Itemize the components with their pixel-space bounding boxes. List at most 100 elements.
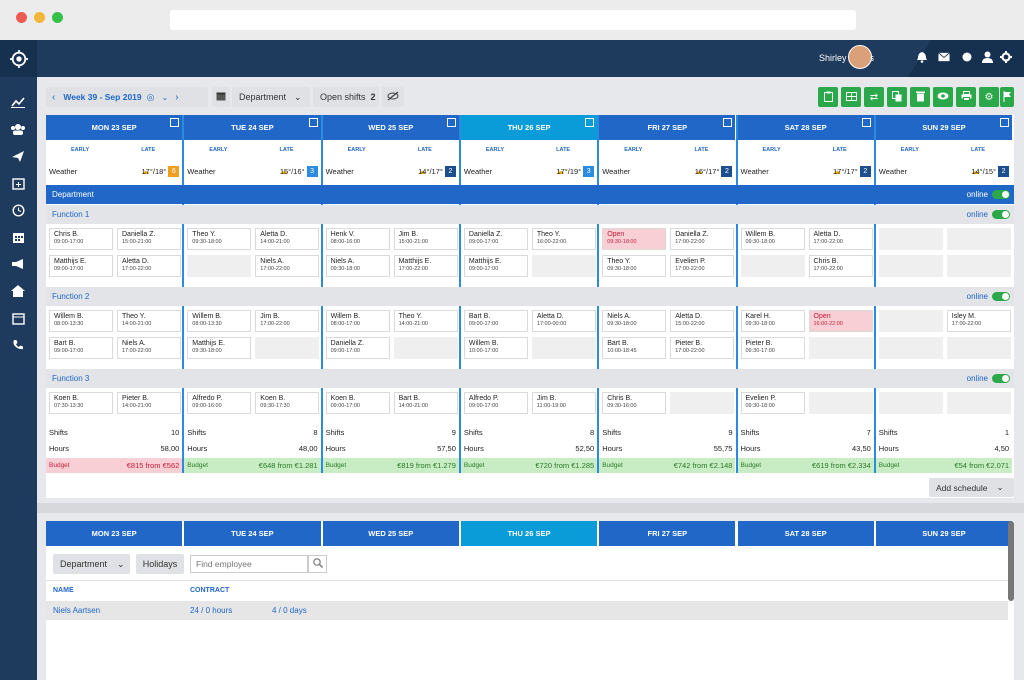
users-icon[interactable]: [8, 119, 28, 139]
shift-card[interactable]: Koen B. 09:00-17:00: [325, 392, 390, 414]
day-header-bottom[interactable]: FRI 27 SEP: [599, 521, 736, 546]
shift-card[interactable]: Matthijs E. 09:00-17:00: [463, 255, 528, 277]
expand-icon[interactable]: [723, 118, 733, 127]
shift-card[interactable]: Alfredo P. 09:00-17:00: [463, 392, 528, 414]
hide-button[interactable]: [382, 87, 404, 107]
shift-card[interactable]: Willem B. 08:00-13:30: [187, 310, 252, 332]
open-shift-card[interactable]: Open 09:30-18:00: [602, 228, 667, 250]
clock-icon[interactable]: [8, 200, 28, 220]
expand-icon[interactable]: [308, 118, 318, 127]
swap-button[interactable]: ⇄: [864, 87, 884, 107]
shift-card[interactable]: Aletta D. 15:00-22:00: [670, 310, 735, 332]
shift-card[interactable]: Isley M. 17:00-22:00: [946, 310, 1011, 332]
chart-icon[interactable]: [8, 92, 28, 112]
shift-card[interactable]: Henk V. 08:00-16:00: [325, 228, 390, 250]
shift-card[interactable]: Willem B. 10:00-17:00: [463, 337, 528, 359]
delete-button[interactable]: [910, 87, 930, 107]
expand-icon[interactable]: [446, 118, 456, 127]
day-header[interactable]: SUN 29 SEP: [875, 115, 1013, 140]
expand-icon[interactable]: [1000, 118, 1010, 127]
function-online-toggle[interactable]: [992, 374, 1010, 383]
chevron-down-icon[interactable]: ⌄: [161, 92, 169, 102]
shift-card[interactable]: Jim B. 17:00-22:00: [255, 310, 320, 332]
settings-button[interactable]: ⚙: [979, 87, 999, 107]
shift-card[interactable]: Matthijs E. 17:00-22:00: [393, 255, 458, 277]
shift-card[interactable]: Niels A. 17:00-22:00: [255, 255, 320, 277]
day-header[interactable]: WED 25 SEP: [322, 115, 459, 140]
shift-card[interactable]: Daniella Z. 09:00-17:00: [325, 337, 390, 359]
search-button[interactable]: [308, 555, 327, 573]
shift-card[interactable]: Daniella Z. 09:00-17:00: [463, 228, 528, 250]
shift-card[interactable]: Pieter B. 09:30-17:00: [740, 337, 805, 359]
shift-card[interactable]: Jim B. 15:00-21:00: [393, 228, 458, 250]
shift-card[interactable]: Pieter B. 14:00-21:00: [117, 392, 181, 414]
print-button[interactable]: [956, 87, 976, 107]
department-online-toggle[interactable]: [992, 190, 1010, 199]
app-logo-icon[interactable]: [0, 40, 37, 77]
shift-card[interactable]: Niels A. 09:30-18:00: [602, 310, 667, 332]
shift-card[interactable]: Chris B. 09:30-16:00: [602, 392, 667, 414]
scrollbar[interactable]: [1008, 521, 1014, 601]
open-shifts-button[interactable]: Open shifts 2: [313, 87, 379, 107]
shift-card[interactable]: Aletta D. 17:00-22:00: [808, 228, 873, 250]
shift-card[interactable]: Theo Y. 09:30-18:00: [602, 255, 667, 277]
shift-card[interactable]: Matthijs E. 09:00-17:00: [49, 255, 113, 277]
day-header-bottom[interactable]: MON 23 SEP: [46, 521, 183, 546]
close-window-dot[interactable]: [16, 12, 27, 23]
shift-card[interactable]: Willem B. 08:00-17:00: [325, 310, 390, 332]
address-bar[interactable]: [170, 10, 856, 30]
day-header-bottom[interactable]: SUN 29 SEP: [875, 521, 1013, 546]
day-header[interactable]: TUE 24 SEP: [184, 115, 321, 140]
shift-card[interactable]: Bart B. 14:00-21:00: [393, 392, 458, 414]
megaphone-icon[interactable]: [8, 254, 28, 274]
shift-card[interactable]: Chris B. 17:00-22:00: [808, 255, 873, 277]
calendar-check-icon[interactable]: [8, 308, 28, 328]
shift-card[interactable]: Niels A. 09:30-18:00: [325, 255, 390, 277]
shift-card[interactable]: Aletta D. 14:00-21:00: [255, 228, 320, 250]
calendar-button[interactable]: [212, 87, 230, 107]
week-selector[interactable]: ‹ Week 39 - Sep 2019 ◎ ⌄ ›: [46, 87, 208, 107]
shift-card[interactable]: Jim B. 11:00-19:00: [531, 392, 596, 414]
bell-icon[interactable]: [916, 51, 928, 63]
copy-button[interactable]: [887, 87, 907, 107]
day-header[interactable]: SAT 28 SEP: [737, 115, 874, 140]
day-header-bottom[interactable]: SAT 28 SEP: [737, 521, 874, 546]
add-schedule-button[interactable]: Add schedule ⌄: [929, 478, 1014, 497]
shift-card[interactable]: Koen B. 09:30-17:30: [255, 392, 320, 414]
open-shift-card[interactable]: Open 16:00-22:00: [808, 310, 873, 332]
contract-column-header[interactable]: CONTRACT: [190, 587, 230, 594]
gear-icon[interactable]: [1000, 51, 1012, 63]
user-name[interactable]: Shirley Banks: [818, 53, 874, 63]
status-dot-icon[interactable]: [961, 51, 973, 63]
plane-icon[interactable]: [8, 146, 28, 166]
day-header[interactable]: THU 26 SEP: [460, 115, 598, 140]
shift-card[interactable]: Bart B. 10:00-18:45: [602, 337, 667, 359]
shift-card[interactable]: Bart B. 09:00-17:00: [49, 337, 113, 359]
day-header-bottom[interactable]: THU 26 SEP: [460, 521, 598, 546]
home-icon[interactable]: [8, 281, 28, 301]
shift-card[interactable]: Niels A. 17:00-22:00: [117, 337, 181, 359]
find-employee-input[interactable]: [190, 555, 308, 573]
shift-card[interactable]: Theo Y. 14:00-21:00: [393, 310, 458, 332]
shift-card[interactable]: Daniella Z. 15:00-21:00: [117, 228, 181, 250]
shift-card[interactable]: Chris B. 09:00-17:00: [49, 228, 113, 250]
shift-card[interactable]: Willem B. 09:30-18:00: [740, 228, 805, 250]
employee-row[interactable]: [46, 601, 1008, 620]
function-online-toggle[interactable]: [992, 210, 1010, 219]
expand-icon[interactable]: [861, 118, 871, 127]
shift-card[interactable]: Evelien P. 17:00-22:00: [670, 255, 735, 277]
flag-button[interactable]: [1000, 87, 1014, 107]
clipboard-button[interactable]: [818, 87, 838, 107]
shift-card[interactable]: Theo Y. 09:30-18:00: [187, 228, 252, 250]
shift-card[interactable]: Willem B. 08:00-13:30: [49, 310, 113, 332]
phone-icon[interactable]: [8, 335, 28, 355]
target-icon[interactable]: ◎: [146, 91, 155, 102]
expand-icon[interactable]: [585, 118, 595, 127]
shift-card[interactable]: Evelien P. 09:30-18:00: [740, 392, 805, 414]
user-icon[interactable]: [981, 51, 993, 63]
day-header[interactable]: FRI 27 SEP: [599, 115, 736, 140]
shift-card[interactable]: Koen B. 07:30-13:30: [49, 392, 113, 414]
shift-card[interactable]: Karel H. 09:30-18:00: [740, 310, 805, 332]
day-header[interactable]: MON 23 SEP: [46, 115, 183, 140]
minimize-window-dot[interactable]: [34, 12, 45, 23]
